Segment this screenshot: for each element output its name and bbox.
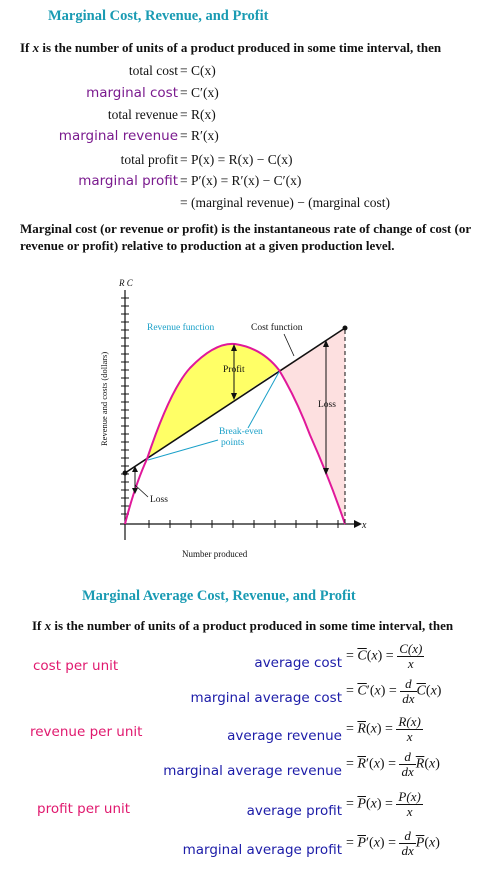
row-total-revenue: total revenue = R(x) bbox=[0, 107, 492, 129]
section2-intro: If x is the number of units of a product… bbox=[32, 618, 454, 633]
breakeven-label-1: Break-even bbox=[219, 427, 263, 437]
row-label: average revenue bbox=[227, 728, 342, 744]
profit-region bbox=[147, 343, 279, 459]
row-average-revenue: average revenue bbox=[227, 727, 342, 745]
row-average-cost-expr: = C(x) = C(x) x bbox=[346, 641, 425, 671]
row-expr: = R(x) bbox=[180, 107, 216, 122]
row-label: marginal revenue bbox=[58, 128, 178, 144]
row-total-cost: total cost = C(x) bbox=[0, 63, 492, 85]
row-expr: = (marginal revenue) − (marginal cost) bbox=[180, 195, 391, 210]
row-label: total cost bbox=[128, 63, 178, 78]
row-label: marginal average cost bbox=[190, 690, 343, 706]
row-marginal-average-profit: marginal average profit bbox=[183, 841, 342, 859]
row-continuation: = (marginal revenue) − (marginal cost) bbox=[0, 195, 492, 217]
revenue-curve bbox=[124, 342, 346, 525]
left-loss-arrow-down-icon bbox=[132, 488, 138, 494]
row-average-profit: average profit bbox=[247, 802, 342, 820]
x-axis-symbol: x bbox=[361, 520, 367, 531]
row-label: marginal profit bbox=[78, 173, 178, 189]
right-loss-arrow-up-icon bbox=[323, 340, 329, 347]
row-expr: = C′(x) bbox=[180, 85, 219, 100]
profit-label: Profit bbox=[223, 364, 245, 375]
loss-label-left: Loss bbox=[150, 495, 168, 505]
y-axis-label: Revenue and costs (dollars) bbox=[99, 352, 109, 446]
cost-label: Cost function bbox=[251, 322, 303, 333]
profit-arrow-up-icon bbox=[231, 344, 237, 351]
row-marginal-revenue: marginal revenue = R′(x) bbox=[0, 128, 492, 150]
row-average-cost: average cost bbox=[254, 654, 342, 672]
row-average-revenue-expr: = R(x) = R(x) x bbox=[346, 714, 423, 744]
left-loss-leader bbox=[134, 484, 149, 498]
row-marginal-average-cost: marginal average cost bbox=[191, 689, 343, 707]
x-axis-label: Number produced bbox=[182, 549, 248, 559]
row-label: total profit bbox=[120, 152, 178, 167]
x-axis-arrow-icon bbox=[354, 520, 362, 528]
row-label: average profit bbox=[246, 803, 342, 819]
y-ticks bbox=[121, 297, 129, 515]
row-expr: = R′(x) bbox=[180, 128, 219, 143]
row-label: marginal average profit bbox=[182, 842, 342, 858]
section1-paragraph: Marginal cost (or revenue or profit) is … bbox=[20, 221, 471, 253]
cost-label-leader bbox=[283, 333, 295, 357]
profit-per-unit-label: profit per unit bbox=[37, 801, 131, 817]
section1-title: Marginal Cost, Revenue, and Profit bbox=[48, 8, 269, 24]
cost-line-start-dot bbox=[122, 470, 128, 476]
cost-per-unit-label: cost per unit bbox=[33, 658, 119, 674]
loss-label-right: Loss bbox=[318, 400, 336, 410]
breakeven-leader-left bbox=[147, 439, 219, 461]
row-expr: = P′(x) = R′(x) − C′(x) bbox=[180, 173, 302, 188]
breakeven-leader-right bbox=[247, 371, 280, 429]
row-marginal-cost: marginal cost = C′(x) bbox=[0, 85, 492, 107]
row-label: total revenue bbox=[107, 107, 178, 122]
row-average-profit-expr: = P(x) = P(x) x bbox=[346, 789, 423, 819]
revenue-cost-figure: R C x Revenue function Cost function Pro… bbox=[99, 278, 367, 559]
axis-top-label: R C bbox=[118, 278, 134, 288]
row-marginal-average-profit-expr: = P′(x) = d dx P(x) bbox=[346, 828, 440, 858]
section1-intro: If x is the number of units of a product… bbox=[20, 40, 442, 55]
row-label: marginal average revenue bbox=[163, 763, 342, 779]
revenue-per-unit-label: revenue per unit bbox=[30, 724, 143, 740]
left-loss-arrow-up-icon bbox=[132, 466, 138, 472]
revenue-label: Revenue function bbox=[147, 322, 215, 333]
row-marginal-profit: marginal profit = P′(x) = R′(x) − C′(x) bbox=[0, 173, 492, 195]
row-label: average cost bbox=[254, 655, 342, 671]
cost-line bbox=[124, 327, 346, 474]
row-expr: = C(x) bbox=[180, 63, 216, 78]
row-label: marginal cost bbox=[86, 85, 178, 101]
row-marginal-average-cost-expr: = C′(x) = d dx C(x) bbox=[346, 676, 442, 706]
row-total-profit: total profit = P(x) = R(x) − C(x) bbox=[0, 152, 492, 174]
profit-arrow-down-icon bbox=[231, 393, 237, 400]
row-marginal-average-revenue: marginal average revenue bbox=[163, 762, 342, 780]
right-loss-arrow-down-icon bbox=[323, 468, 329, 475]
x-ticks bbox=[148, 520, 339, 528]
breakeven-label-2: points bbox=[221, 438, 245, 448]
section2-title: Marginal Average Cost, Revenue, and Prof… bbox=[82, 588, 356, 604]
row-expr: = P(x) = R(x) − C(x) bbox=[180, 152, 293, 167]
loss-region bbox=[279, 328, 345, 524]
cost-line-end-dot bbox=[342, 325, 348, 331]
row-marginal-average-revenue-expr: = R′(x) = d dx R(x) bbox=[346, 749, 440, 779]
